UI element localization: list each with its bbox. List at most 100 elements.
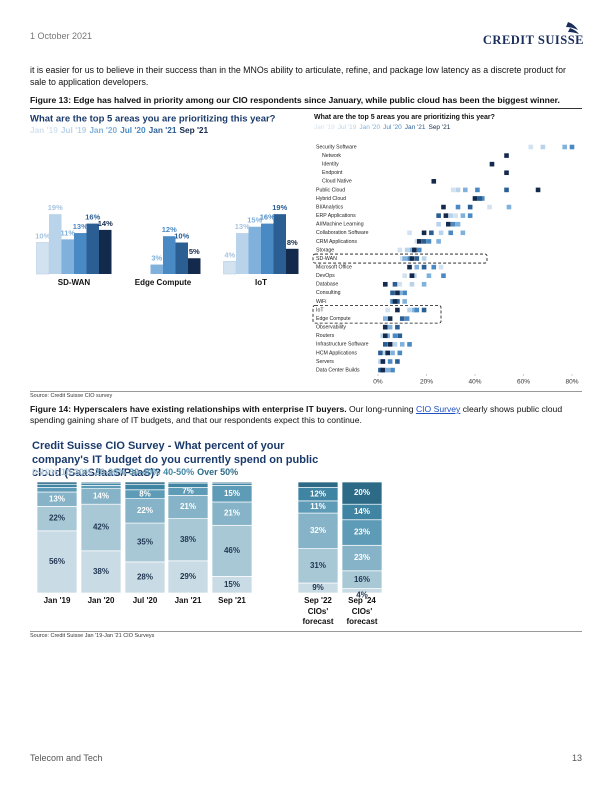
dot [407,256,412,261]
logo-text: CREDIT SUISSE [483,33,584,47]
dot [467,213,473,218]
bar-segment [297,548,339,584]
footer-section: Telecom and Tech [30,753,103,763]
y-tick-label: ERP Applications [316,213,356,219]
caption-text: clearly shows public cloud spending gain… [30,404,563,426]
dot [395,359,400,364]
y-tick-label: Infrastructure Software [316,342,369,348]
dot [528,144,534,150]
bar-segment [36,481,78,485]
dot [382,281,388,287]
dot [392,299,398,304]
y-tick-label: Cloud Native [322,179,352,185]
value-label: 22% [137,506,153,515]
y-tick-label: Network [322,153,341,159]
dot [399,256,405,261]
dot [399,316,405,321]
dot [448,213,454,218]
value-label: 15% [224,489,240,498]
chart-title: What are the top 5 areas you are priorit… [30,114,276,125]
dot [382,350,388,356]
y-tick-label: AI/Machine Learning [316,222,364,228]
legend-entry: Jan '20 [89,125,117,135]
y-tick-label: Storage [316,247,334,253]
dot [409,281,415,287]
bar [163,236,176,274]
dot [392,333,398,339]
dot [436,221,441,227]
dot [455,221,461,227]
value-label: 11% [310,502,326,511]
dot [441,273,446,278]
survey-link[interactable]: CIO Survey [415,404,461,414]
dot [397,281,403,287]
dot [392,281,398,287]
dot [443,213,449,218]
dot [395,290,400,296]
bar-segment [124,522,166,563]
dot [390,299,395,304]
bar-segment [36,483,78,488]
dot [382,324,388,330]
dot [487,204,492,210]
bar-segment [341,519,383,546]
dot [414,264,420,270]
dot [385,333,390,339]
dot [446,221,451,227]
dot [504,170,509,176]
legend-entry: Jan '20 [359,124,380,131]
value-label: 5% [189,247,200,256]
bar-segment [80,481,122,484]
bar-segment [211,481,253,484]
value-label: 19% [272,203,287,212]
bar [150,264,163,274]
dot [426,239,432,244]
x-tick-label: Jan '19 [43,596,71,605]
x-tick-label: 0% [373,379,383,386]
legend-entry: Jul '20 [383,124,402,131]
bar [223,261,237,275]
bar [74,233,87,274]
dot [392,342,398,347]
dot [380,359,386,364]
y-tick-label: IoT [316,307,324,313]
value-label: 23% [354,528,370,537]
figure-caption: Figure 14: Hyperscalers have existing re… [30,404,582,426]
value-label: 4% [356,591,368,600]
dot [475,187,480,193]
dot [504,153,509,158]
dot [489,161,495,167]
dot [407,230,412,236]
y-tick-label: SD-WAN [316,256,337,262]
value-label: 12% [310,489,326,498]
dot [409,247,415,253]
dot [431,264,437,270]
dot [438,230,444,236]
dot [414,239,420,244]
value-label: 9% [312,583,324,592]
y-tick-label: Routers [316,333,335,339]
dot [535,187,541,193]
dot [436,239,441,244]
dot [412,273,417,278]
legend-entry: 20-30% [95,467,126,477]
y-tick-label: Collaboration Software [316,230,369,236]
dot [387,342,393,347]
legend-entry: 10-20% [61,467,92,477]
divider [30,108,582,109]
x-tick-label: 80% [565,379,578,386]
dot [448,230,454,236]
dot [387,324,393,330]
x-tick-label: Sep '21 [218,596,246,605]
dot [421,239,427,244]
dot [453,213,458,218]
highlight-box [312,253,488,264]
dot [504,187,509,193]
legend-entry: Jan '19 [314,124,335,131]
y-tick-label: Servers [316,359,334,365]
bar-segment [124,481,166,485]
value-label: 19% [48,203,63,212]
y-tick-label: Observability [316,325,346,331]
dot [460,230,466,236]
dot [569,144,575,150]
